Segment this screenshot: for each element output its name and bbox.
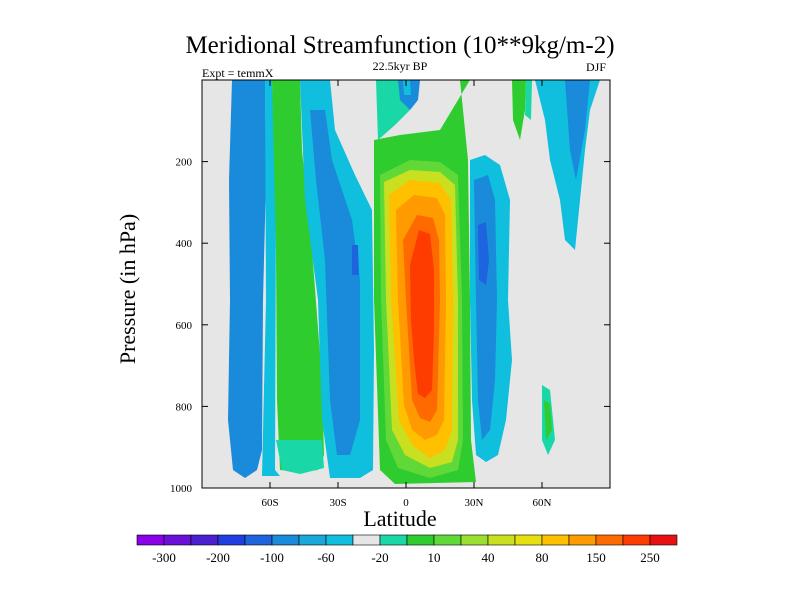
contour-south-ferrel-blue <box>310 110 360 455</box>
contour-south-ferrel-inner <box>352 245 359 275</box>
colorbar-swatch <box>406 534 435 546</box>
colorbar-swatch <box>325 534 354 546</box>
colorbar: -300 -200 -100 -60 -20 10 40 80 150 250 <box>136 534 678 565</box>
colorbar-label: -60 <box>317 550 334 565</box>
colorbar-label: 150 <box>586 550 606 565</box>
colorbar-swatch <box>568 534 597 546</box>
colorbar-swatch <box>352 534 381 546</box>
season-label: DJF <box>586 60 607 74</box>
contour-south-mid-teal <box>276 440 324 474</box>
colorbar-swatch <box>190 534 219 546</box>
x-tick-label: 30N <box>465 497 484 509</box>
colorbar-swatch <box>433 534 462 546</box>
contour-north-ferrel-inner <box>478 222 489 285</box>
chart-subtitle: 22.5kyr BP <box>372 59 428 73</box>
colorbar-label: -200 <box>206 550 230 565</box>
contour-north-upper-teal <box>525 80 532 120</box>
x-axis-label: Latitude <box>363 506 437 531</box>
colorbar-swatch <box>217 534 246 546</box>
contour-south-mid-cyan <box>262 80 280 476</box>
colorbar-label: -300 <box>152 550 176 565</box>
y-tick-label: 200 <box>176 157 193 169</box>
y-tick-label: 800 <box>176 401 193 413</box>
y-tick-label: 600 <box>176 320 193 332</box>
contour-north-lower-green <box>544 400 552 440</box>
contour-north-upper-blue <box>565 80 590 180</box>
y-tick-label: 1000 <box>170 483 193 495</box>
contour-south-mid-green <box>272 80 324 472</box>
colorbar-label: -100 <box>260 550 284 565</box>
x-tick-label: 0 <box>403 497 409 509</box>
x-tick-label: 60S <box>261 497 278 509</box>
contour-south-polar-blue <box>228 80 266 478</box>
chart-title: Meridional Streamfunction (10**9kg/m-2) <box>185 32 615 59</box>
colorbar-swatch <box>649 534 678 546</box>
x-tick-label: 30S <box>329 497 346 509</box>
colorbar-swatch <box>622 534 651 546</box>
colorbar-swatch <box>163 534 192 546</box>
colorbar-label: 80 <box>536 550 549 565</box>
axes: 200 400 600 800 1000 60S 30S 0 30N 60N <box>170 80 610 509</box>
contour-tropical-upper-cyan <box>403 80 411 95</box>
colorbar-swatch <box>136 534 165 546</box>
colorbar-label: -20 <box>371 550 388 565</box>
colorbar-swatch <box>298 534 327 546</box>
colorbar-swatch <box>460 534 489 546</box>
colorbar-label: 10 <box>428 550 441 565</box>
colorbar-swatch <box>271 534 300 546</box>
colorbar-swatch <box>487 534 516 546</box>
contour-north-upper-green <box>512 80 526 140</box>
colorbar-swatch <box>379 534 408 546</box>
colorbar-label: 250 <box>640 550 660 565</box>
colorbar-swatch <box>595 534 624 546</box>
x-tick-label: 60N <box>533 497 552 509</box>
colorbar-swatch <box>244 534 273 546</box>
y-tick-label: 400 <box>176 238 193 250</box>
contour-tropical-red <box>410 230 434 398</box>
colorbar-label: 40 <box>482 550 495 565</box>
colorbar-swatch <box>514 534 543 546</box>
experiment-label: Expt = temmX <box>202 66 274 80</box>
colorbar-swatch <box>541 534 570 546</box>
